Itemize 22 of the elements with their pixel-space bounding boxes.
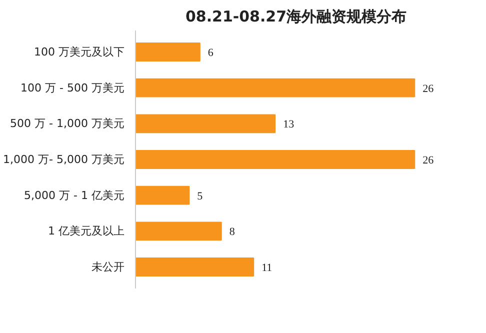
data-label: 5 <box>197 190 204 202</box>
y-tick-label: 1 亿美元及以上 <box>48 224 125 238</box>
data-label: 26 <box>422 154 434 166</box>
bar <box>136 42 200 62</box>
data-label: 26 <box>422 82 434 95</box>
bar <box>136 114 276 134</box>
data-label: 11 <box>262 262 272 274</box>
bar <box>136 186 190 205</box>
y-tick-label: 未公开 <box>92 260 124 274</box>
bar <box>136 150 416 169</box>
y-tick-label: 100 万美元及以下 <box>34 46 125 58</box>
bar <box>136 222 222 241</box>
data-label: 13 <box>283 118 295 131</box>
bar <box>136 258 254 276</box>
y-tick-label: 500 万 - 1,000 万美元 <box>10 117 125 130</box>
y-tick-label: 1,000 万- 5,000 万美元 <box>3 153 125 166</box>
y-tick-label: 5,000 万 - 1 亿美元 <box>24 188 125 202</box>
y-tick-label: 100 万 - 500 万美元 <box>20 81 125 94</box>
data-label: 8 <box>229 226 236 238</box>
chart-title: 08.21-08.27海外融资规模分布 <box>185 8 407 26</box>
data-label: 6 <box>208 47 214 59</box>
bar <box>136 78 416 98</box>
